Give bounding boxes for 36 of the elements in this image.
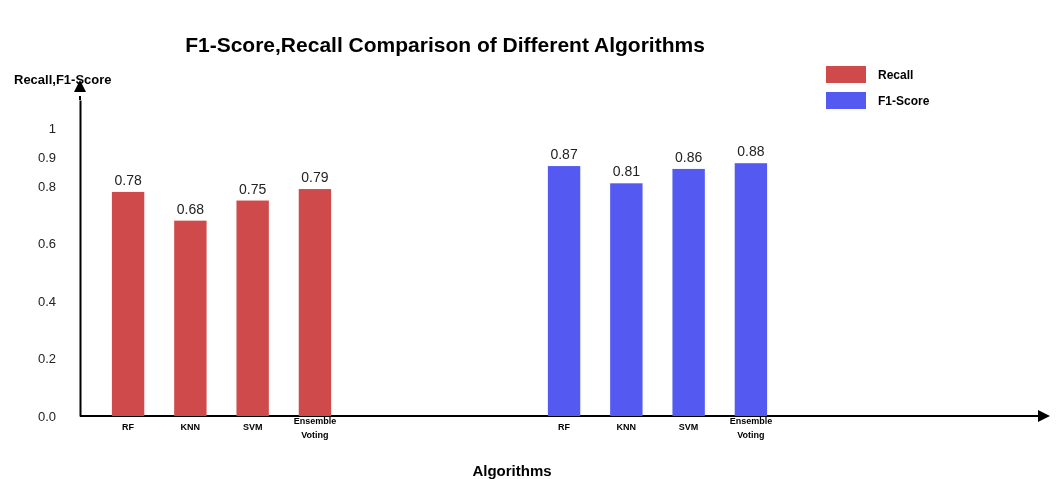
y-tick-label: 0.8 [37, 178, 56, 194]
data-label: 0.68 [176, 200, 205, 217]
y-tick-label: 0.6 [37, 236, 56, 252]
bar [236, 200, 269, 416]
chart-title: F1-Score,Recall Comparison of Different Algorithms [185, 33, 705, 56]
bar [298, 189, 332, 416]
data-label: 0.86 [675, 148, 703, 165]
y-tick-label: 0.4 [37, 293, 56, 309]
x-tick-label: KNN [616, 422, 637, 432]
x-axis-title: Algorithms [472, 462, 552, 479]
y-tick-label: 0.2 [37, 351, 56, 367]
bar [547, 166, 581, 416]
legend-label: Recall [878, 68, 914, 82]
legend-label: F1-Score [878, 94, 930, 108]
y-tick-label: 0.0 [37, 408, 56, 424]
data-label: 0.81 [612, 163, 641, 180]
bar [672, 168, 705, 416]
x-tick-label: RF [558, 422, 571, 432]
data-label: 0.78 [114, 171, 142, 188]
x-tick-label: Ensemble Voting [729, 416, 773, 440]
y-axis-title: Recall,F1-Score [14, 72, 112, 87]
data-label: 0.87 [550, 146, 578, 163]
bar [610, 183, 643, 416]
data-label: 0.79 [301, 169, 329, 186]
x-tick-label: KNN [180, 422, 201, 432]
bar [111, 191, 145, 416]
y-tick-label: 1 [48, 121, 56, 137]
bar [174, 220, 207, 416]
x-tick-label: SVM [242, 422, 263, 432]
data-label: 0.75 [239, 180, 267, 197]
x-tick-label: Ensemble Voting [293, 416, 337, 440]
data-label: 0.88 [737, 143, 765, 160]
x-tick-label: RF [122, 422, 135, 432]
x-tick-label: SVM [678, 422, 699, 432]
y-tick-label: 0.9 [37, 150, 56, 166]
bar [734, 163, 768, 416]
